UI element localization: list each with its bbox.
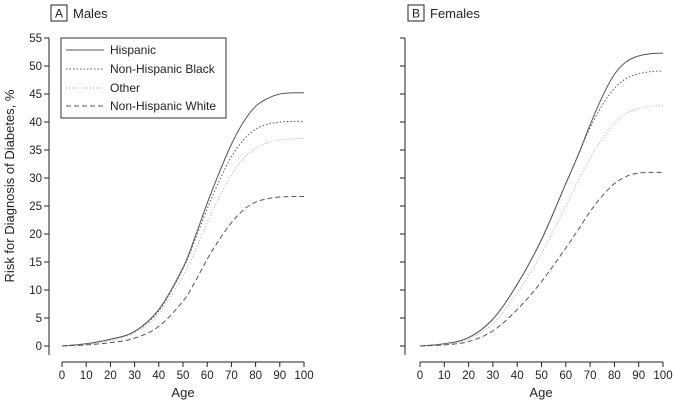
panel-b-letter: B: [412, 7, 420, 21]
panel-b-x-tick-label: 100: [653, 370, 672, 382]
panel-a-x-tick-label: 20: [104, 370, 117, 382]
panel-b-x-tick-label: 90: [632, 370, 645, 382]
panel-a-y-tick-label: 40: [29, 117, 42, 129]
panel-a-title: Males: [73, 6, 108, 21]
panel-b-x-tick-label: 60: [559, 370, 572, 382]
panel-b-series-other: [419, 104, 664, 347]
panel-a-x-axis-title: Age: [171, 385, 194, 400]
panel-a-y-tick-label: 20: [29, 229, 42, 241]
legend-label-non-hispanic-white: Non-Hispanic White: [110, 99, 216, 113]
legend-box: [60, 37, 227, 119]
panel-a-series-non-hispanic-white: [61, 195, 305, 347]
legend-label-hispanic: Hispanic: [110, 43, 156, 57]
panel-a-x-tick-label: 60: [201, 370, 214, 382]
panel-b-series-non-hispanic-black: [419, 70, 664, 347]
panel-b-x-tick-label: 40: [511, 370, 524, 382]
panel-a-x-tick-label: 40: [152, 370, 165, 382]
panel-a-y-tick-label: 5: [36, 313, 42, 325]
panel-a-y-tick-label: 55: [29, 33, 42, 45]
panel-b-y-ticks: [400, 37, 405, 347]
panel-b-x-axis-title: Age: [529, 385, 552, 400]
panel-b-x-tick-label: 0: [417, 370, 423, 382]
panel-a-x-tick-label: 0: [59, 370, 65, 382]
panel-a-y-tick-label: 10: [29, 285, 42, 297]
panel-a-x-tick-label: 100: [294, 370, 313, 382]
panel-a-x-tick-label: 50: [177, 370, 190, 382]
panel-a-y-ticks: 0 5 10 15 20 25 30 35 40 45 50 55: [29, 33, 49, 353]
panel-a-y-tick-label: 25: [29, 201, 42, 213]
panel-a-y-tick-label: 30: [29, 173, 42, 185]
panel-a-series-hispanic: [61, 92, 305, 347]
panel-a-series: [61, 92, 305, 347]
panel-b-series: [419, 52, 664, 347]
legend-label-non-hispanic-black: Non-Hispanic Black: [110, 62, 216, 76]
panel-a-y-tick-label: 0: [36, 341, 42, 353]
panel-a-y-tick-label: 35: [29, 145, 42, 157]
panel-b-series-hispanic: [419, 52, 664, 347]
panel-b-x-tick-label: 20: [462, 370, 475, 382]
legend-label-other: Other: [110, 81, 140, 95]
panel-b-x-tick-label: 10: [438, 370, 451, 382]
panel-b-letter-box: [407, 4, 425, 22]
panel-b-title: Females: [430, 6, 480, 21]
panel-b-x-tick-label: 50: [535, 370, 548, 382]
legend: Hispanic Non-Hispanic Black Other Non-Hi…: [60, 37, 227, 119]
panel-a-x-tick-label: 90: [273, 370, 286, 382]
panel-a-x-tick-label: 30: [128, 370, 141, 382]
panel-a-x-tick-label: 10: [80, 370, 93, 382]
panel-b-x-tick-label: 80: [608, 370, 621, 382]
panel-a-x-tick-label: 80: [249, 370, 262, 382]
panel-a-y-tick-label: 50: [29, 61, 42, 73]
panel-a-x-ticks: 0 10 20 30 40 50 60 70 80 90 100: [59, 362, 314, 382]
panel-a-series-other: [61, 137, 305, 347]
panel-b-x-ticks: 0 10 20 30 40 50 60 70 80 90 100: [417, 362, 673, 382]
panel-b-x-tick-label: 70: [584, 370, 597, 382]
panel-a-letter-box: [50, 4, 68, 22]
panel-a-y-tick-label: 45: [29, 89, 42, 101]
panel-a-letter: A: [55, 7, 63, 21]
panel-a-y-tick-label: 15: [29, 257, 42, 269]
panel-a-x-tick-label: 70: [225, 370, 238, 382]
panel-a-series-non-hispanic-black: [61, 120, 305, 347]
y-axis-title: Risk for Diagnosis of Diabetes, %: [2, 89, 17, 282]
panel-b: B Females 0 10 20 30 40 50 60 70 80 90 100 Age: [400, 4, 673, 400]
panel-b-x-tick-label: 30: [487, 370, 500, 382]
panel-b-series-non-hispanic-white: [419, 171, 664, 347]
panel-a: A Males 0 5 10 15 20 25 30 35 40 45 50 55 0 10 20 30 40…: [29, 4, 314, 400]
